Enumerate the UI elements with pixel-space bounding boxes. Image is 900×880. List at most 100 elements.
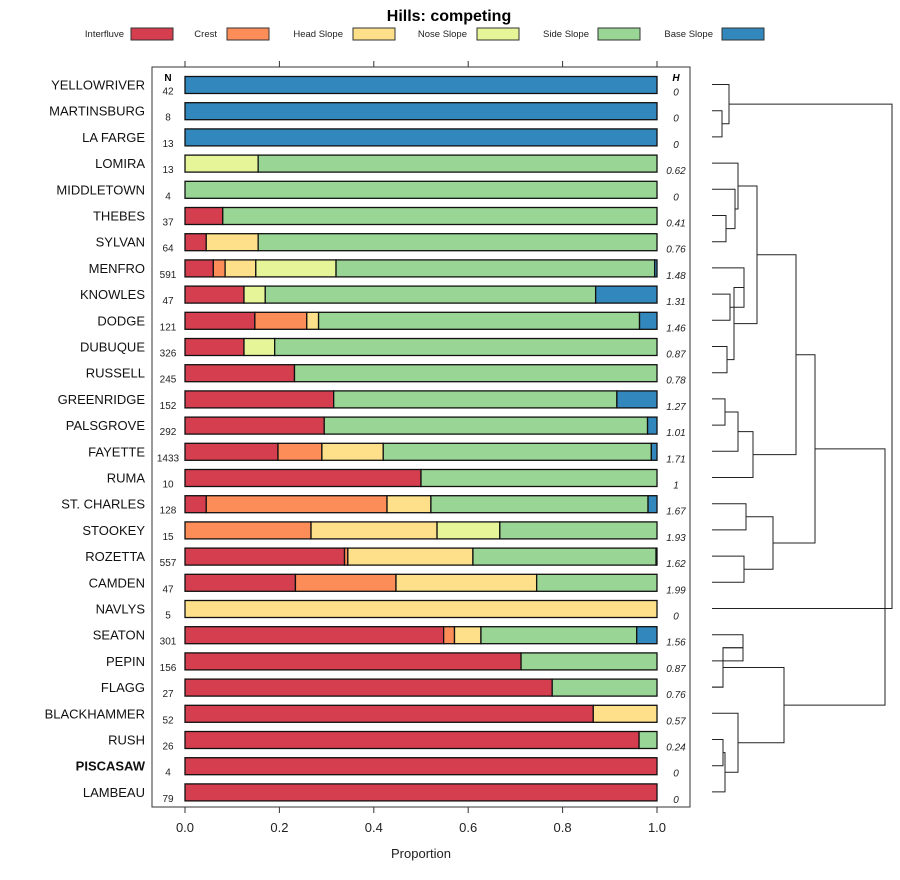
n-value: 10: [162, 480, 174, 491]
h-value: 1.71: [666, 454, 685, 465]
bar-segment-base-slope: [646, 416, 658, 435]
bar-row: CAMDEN 47 1.99: [89, 573, 686, 596]
bar-segment-interfluve: [184, 757, 658, 776]
row-label: SEATON: [93, 628, 145, 643]
dendrogram: [712, 84, 893, 793]
legend-swatch: [597, 27, 641, 41]
row-label: RUMA: [107, 471, 146, 486]
plot-frame: [151, 66, 691, 808]
x-tick-label: 0.2: [270, 820, 288, 835]
bar-row: RUSH 26 0.24: [108, 730, 686, 754]
dendrogram-link: [712, 739, 724, 767]
n-value: 121: [160, 322, 177, 333]
row-label: ST. CHARLES: [61, 497, 145, 512]
bar-segment-interfluve: [184, 206, 224, 226]
dendrogram-link: [734, 185, 758, 325]
n-value: 152: [160, 401, 177, 412]
dendrogram-link: [712, 215, 727, 243]
bar-row: RUMA 10 1: [107, 468, 679, 492]
bar-row: STOOKEY 15 1.93: [82, 521, 686, 544]
h-value: 1.99: [666, 585, 686, 596]
bar-segment-base-slope: [638, 311, 658, 330]
bar-segment-base-slope: [636, 626, 658, 645]
n-value: 1433: [157, 453, 180, 464]
h-value: 0: [673, 612, 679, 623]
row-label: MARTINSBURG: [49, 104, 145, 119]
legend: Interfluve Crest Head Slope Nose Slope Side …: [85, 27, 765, 41]
legend-swatch: [721, 27, 765, 41]
bar-segment-interfluve: [184, 416, 325, 435]
dendrogram-link: [712, 431, 754, 478]
bar-segment-head-slope: [184, 599, 658, 619]
bar-row: RUSSELL 245 0.78: [86, 364, 686, 387]
n-value: 42: [162, 87, 174, 98]
h-value: 1.56: [666, 638, 686, 649]
row-label: YELLOWRIVER: [51, 78, 145, 93]
bar-segment-side-slope: [335, 259, 656, 278]
dendrogram-link: [712, 346, 728, 374]
row-label: PISCASAW: [76, 759, 146, 774]
bar-segment-side-slope: [257, 154, 658, 173]
bar-segment-interfluve: [184, 390, 335, 409]
bar-segment-interfluve: [184, 259, 214, 278]
n-value: 292: [160, 427, 177, 438]
bar-segment-interfluve: [184, 337, 245, 357]
bar-segment-nose-slope: [243, 337, 276, 357]
dendrogram-link: [712, 188, 736, 230]
bar-segment-interfluve: [184, 364, 296, 383]
bar-segment-side-slope: [264, 285, 597, 304]
bar-segment-crest: [277, 442, 323, 461]
bar-segment-crest: [294, 573, 397, 592]
bar-segment-base-slope: [655, 547, 658, 566]
bar-segment-interfluve: [184, 495, 207, 514]
row-label: STOOKEY: [82, 523, 145, 538]
bar-row: THEBES 37 0.41: [93, 206, 686, 230]
bar-segment-head-slope: [347, 547, 474, 566]
h-value: 0.62: [666, 166, 686, 177]
legend-label: Base Slope: [664, 29, 713, 40]
bar-segment-nose-slope: [255, 259, 337, 278]
h-value: 1.01: [666, 428, 685, 439]
h-value: 1.67: [666, 507, 686, 518]
h-value: 1.62: [666, 559, 686, 570]
bar-segment-interfluve: [184, 311, 256, 330]
legend-label: Interfluve: [85, 29, 124, 40]
row-label: THEBES: [93, 209, 145, 224]
row-label: LA FARGE: [82, 130, 145, 145]
bar-segment-interfluve: [184, 573, 297, 592]
bar-segment-side-slope: [382, 442, 652, 461]
h-value: 0: [673, 114, 679, 125]
row-label: LAMBEAU: [83, 785, 145, 800]
row-label: RUSH: [108, 733, 145, 748]
x-tick-label: 0.8: [554, 820, 572, 835]
h-value: 0: [673, 140, 679, 151]
bar-segment-side-slope: [317, 311, 641, 330]
bar-segment-side-slope: [430, 495, 649, 514]
n-value: 26: [162, 742, 174, 753]
bar-segment-nose-slope: [184, 154, 259, 173]
bar-row: PALSGROVE 292 1.01: [66, 416, 686, 439]
bar-segment-interfluve: [184, 730, 640, 750]
n-value: 5: [165, 611, 171, 622]
dendrogram-link: [744, 516, 774, 570]
dendrogram-link: [712, 448, 886, 609]
dendrogram-link: [712, 555, 745, 583]
legend-label: Nose Slope: [418, 29, 467, 40]
n-value: 128: [160, 506, 177, 517]
dendrogram-link: [712, 162, 739, 210]
bar-segment-base-slope: [184, 75, 658, 95]
h-value: 0.57: [666, 716, 686, 727]
row-label: PALSGROVE: [66, 418, 146, 433]
bar-segment-side-slope: [184, 180, 658, 199]
h-value: 0: [673, 192, 679, 203]
bar-segment-base-slope: [184, 102, 658, 121]
legend-label: Crest: [194, 29, 217, 40]
bar-row: SEATON 301 1.56: [93, 626, 686, 649]
n-value: 245: [160, 375, 177, 386]
bar-segment-side-slope: [551, 678, 658, 697]
bar-segment-side-slope: [499, 521, 658, 540]
dendrogram-link: [753, 254, 797, 456]
legend-label: Side Slope: [543, 29, 589, 40]
bar-segment-interfluve: [184, 652, 522, 671]
